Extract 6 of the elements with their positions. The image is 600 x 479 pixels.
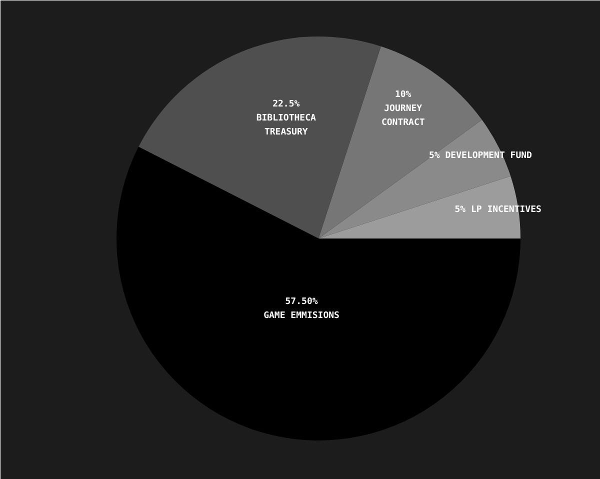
slice-label: BIBLIOTHECA TREASURY bbox=[256, 114, 316, 138]
slice-label: JOURNEY CONTRACT bbox=[381, 104, 426, 128]
slice-label: GAME EMMISIONS bbox=[264, 311, 340, 322]
data-label: 10% bbox=[394, 90, 412, 100]
data-label: 22.5% bbox=[272, 100, 300, 110]
data-label: 57.50% bbox=[285, 297, 318, 308]
